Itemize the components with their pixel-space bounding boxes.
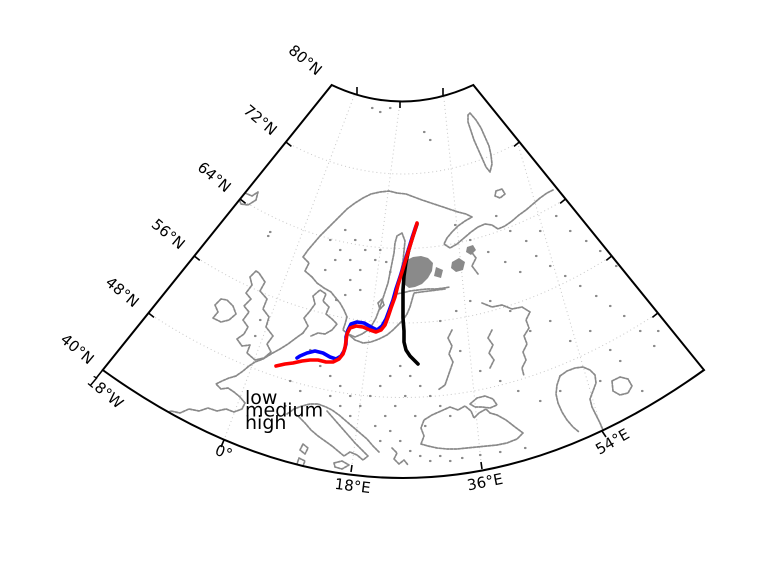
- lat-label-80n: 80°N: [285, 41, 326, 79]
- coast-caspian-east: [559, 366, 604, 431]
- lat-label-64n: 64°N: [194, 158, 235, 196]
- coast-adriatic: [286, 403, 380, 453]
- trajectory-high: [295, 224, 418, 361]
- river-volga: [481, 302, 531, 377]
- coast-baltic-bothnia: [311, 232, 451, 338]
- river-dvina: [469, 249, 479, 275]
- coast-denmark: [302, 289, 338, 337]
- lon-label-36e: 36°E: [466, 470, 505, 495]
- legend-label-medium: medium: [245, 400, 323, 422]
- lake-onega: [466, 245, 476, 255]
- map-frame: [95, 83, 706, 479]
- coast-corsica: [299, 443, 309, 455]
- coast-ireland: [212, 298, 237, 323]
- coast-iceland: [238, 191, 259, 206]
- legend-label-low: low: [245, 387, 277, 409]
- coast-britain: [236, 270, 274, 361]
- lat-label-40n: 40°N: [57, 330, 98, 368]
- trajectories: [274, 221, 420, 368]
- coast-kolguev: [494, 188, 506, 199]
- lakes-finland: [402, 256, 433, 288]
- coast-sicily: [333, 460, 350, 470]
- coast-azov: [469, 395, 498, 409]
- lon-label-0: 0°: [213, 441, 235, 464]
- axis-labels: 80°N 72°N 64°N 56°N 48°N 40°N 18°W 0° 18…: [57, 41, 633, 497]
- lat-label-56n: 56°N: [148, 215, 189, 253]
- coast-gotland: [377, 298, 385, 310]
- lat-label-48n: 48°N: [102, 273, 143, 311]
- coast-novaya-zemlya: [467, 112, 493, 173]
- river-dnieper: [437, 329, 454, 391]
- lakes-finland-2: [434, 267, 443, 278]
- lon-label-18w: 18°W: [84, 372, 127, 413]
- river-don: [487, 329, 495, 369]
- lake-ladoga: [451, 258, 465, 272]
- coast-scandinavia-north: [302, 189, 554, 278]
- coast-caspian-west: [555, 375, 580, 433]
- legend: low medium high: [245, 387, 323, 434]
- coast-italy: [298, 410, 369, 461]
- lon-label-54e: 54°E: [592, 425, 632, 459]
- lon-label-18e: 18°E: [334, 475, 372, 497]
- lake-speckles: [253, 106, 670, 463]
- coast-greece: [391, 447, 409, 466]
- coast-black-sea: [420, 405, 524, 450]
- coast-atlantic-france-iberia: [151, 332, 304, 442]
- legend-label-high: high: [245, 412, 286, 434]
- trajectory-medium: [274, 221, 419, 368]
- coastlines: [151, 106, 670, 470]
- coast-aral: [611, 376, 633, 396]
- lat-label-72n: 72°N: [240, 101, 281, 139]
